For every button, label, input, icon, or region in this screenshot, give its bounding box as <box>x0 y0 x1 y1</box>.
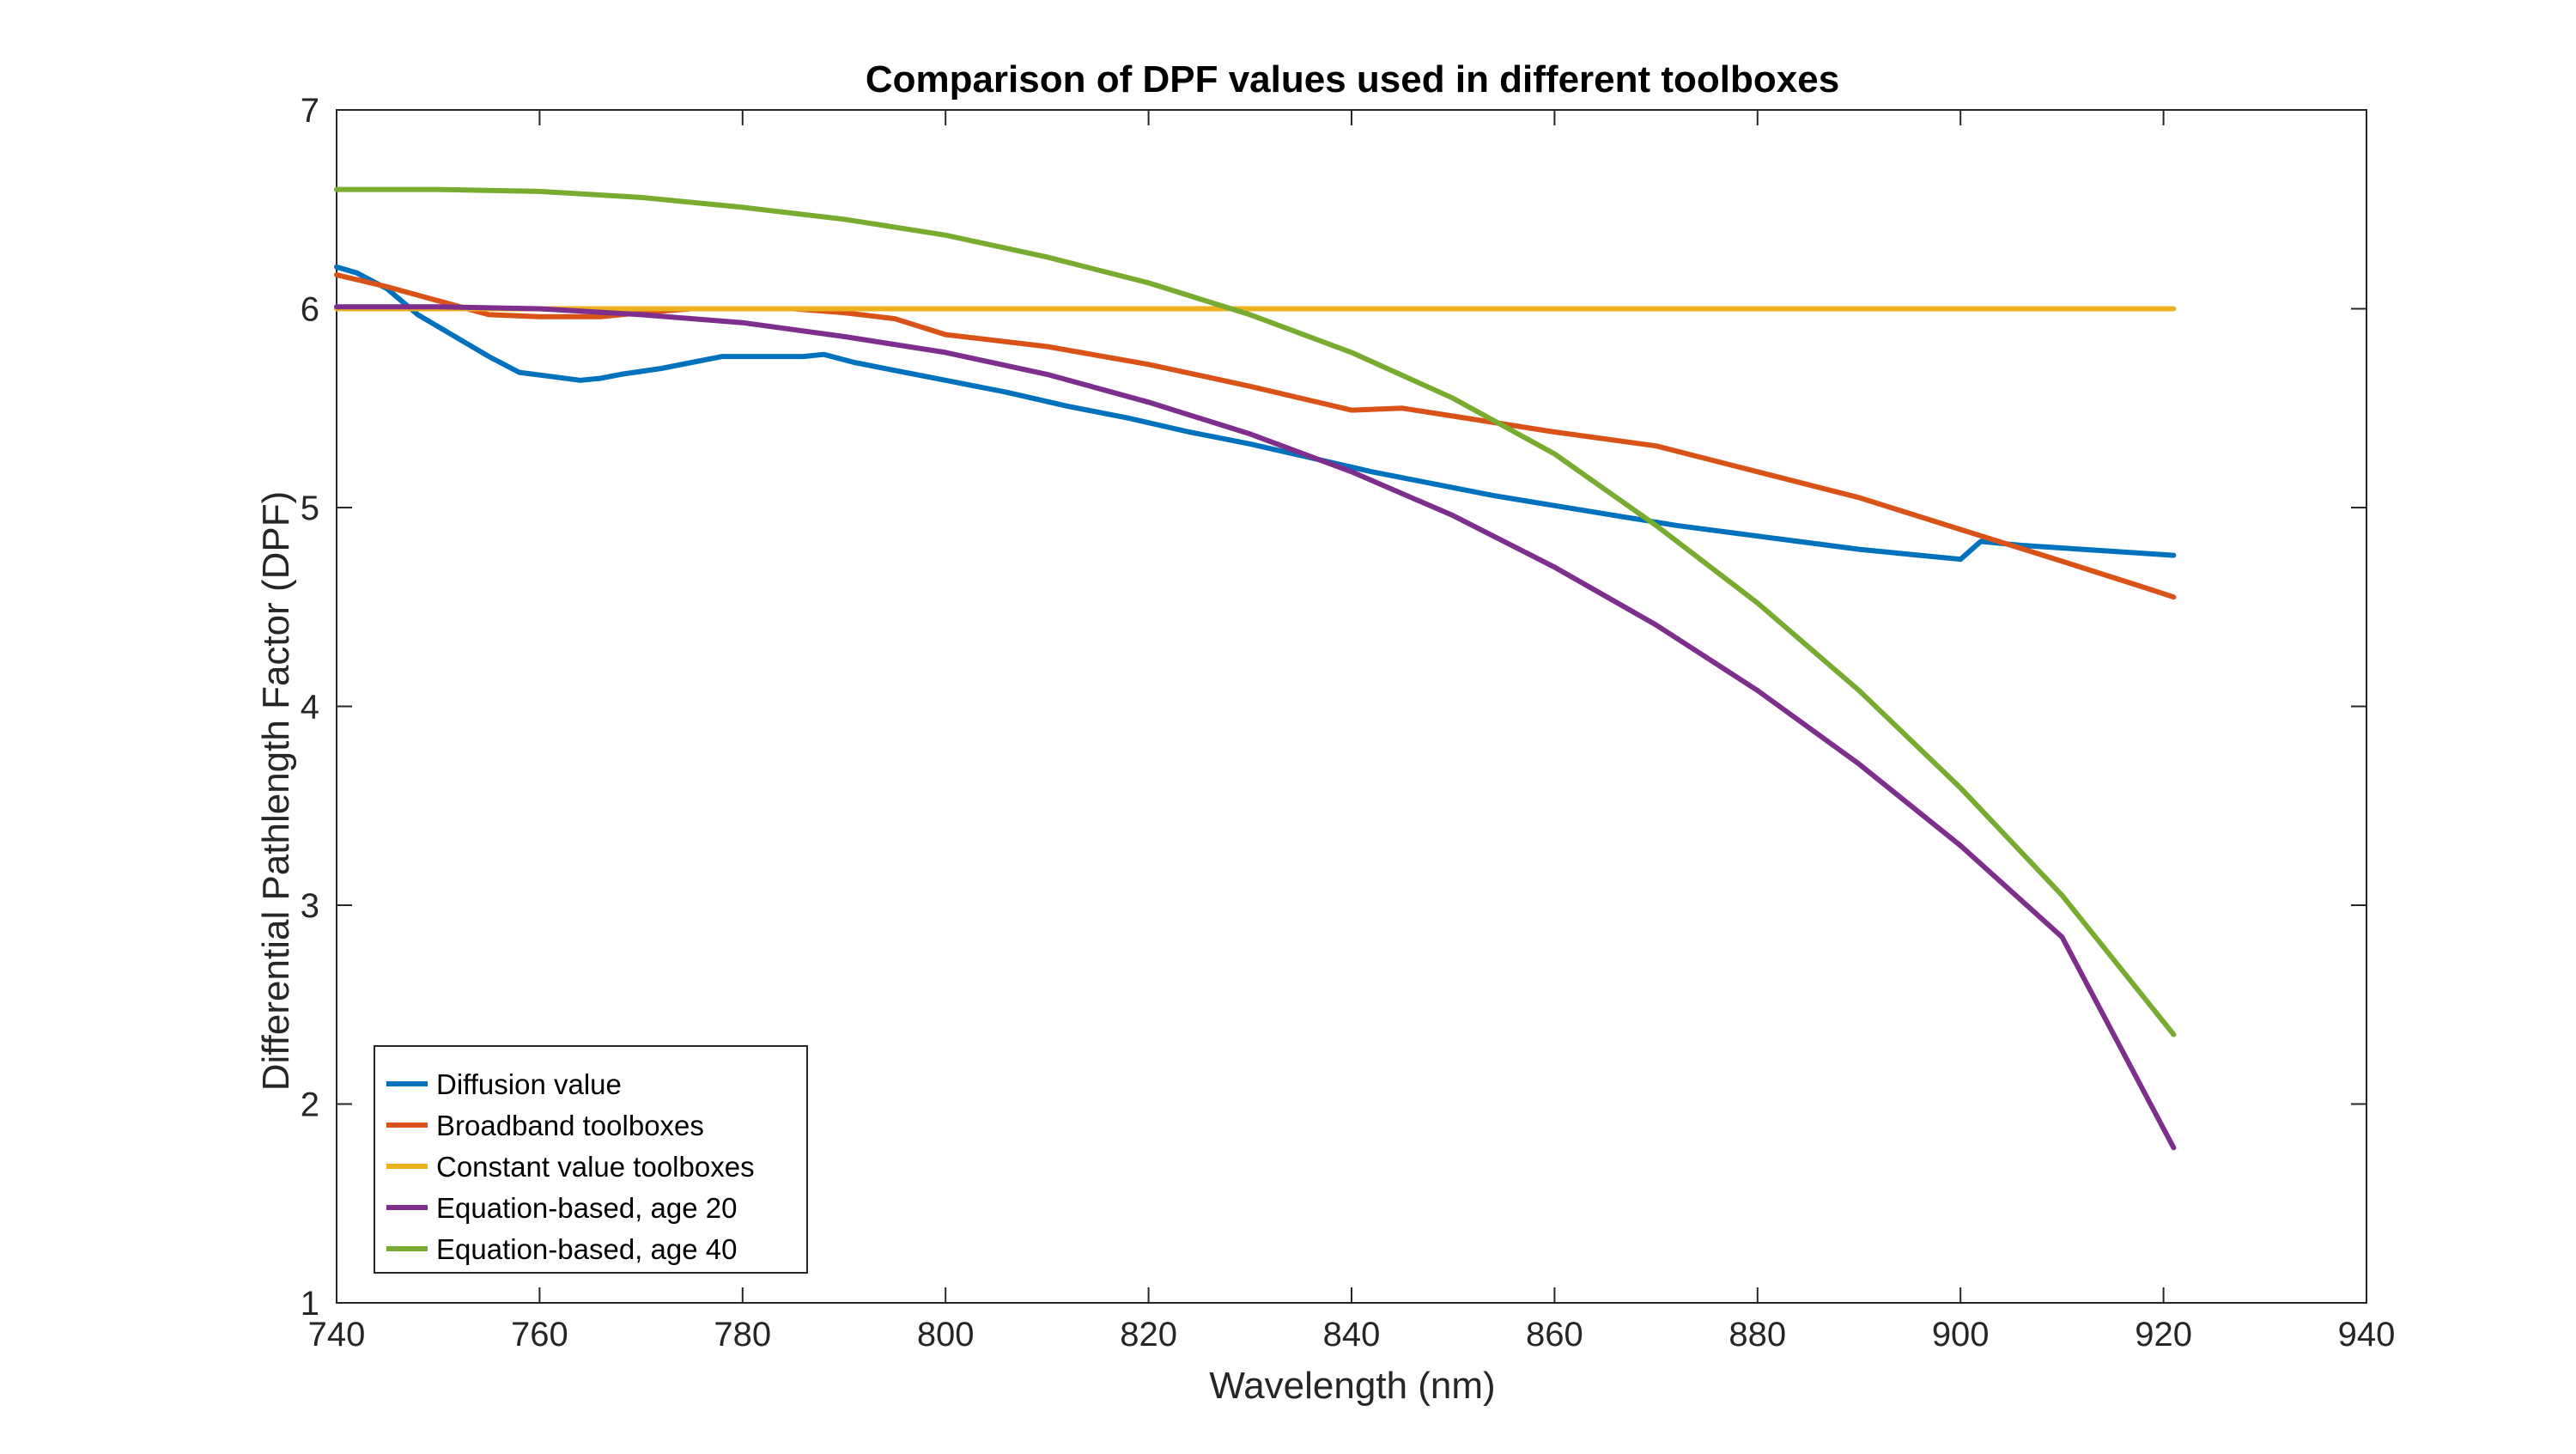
series-line-broadband-toolboxes <box>334 272 2177 600</box>
x-tick-label: 820 <box>1120 1316 1177 1354</box>
y-tick-label: 1 <box>301 1285 319 1323</box>
legend-label-diffusion-value: Diffusion value <box>436 1068 622 1100</box>
x-tick-label: 760 <box>511 1316 568 1354</box>
legend-label-equation-based-age-20: Equation-based, age 20 <box>436 1192 737 1224</box>
x-tick-label: 940 <box>2338 1316 2396 1354</box>
x-tick-label: 780 <box>714 1316 771 1354</box>
series-line-diffusion-value <box>334 264 2177 563</box>
series-line-equation-based-age-40 <box>334 186 2177 1037</box>
legend: Diffusion value Broadband toolboxes Consta… <box>374 1045 808 1274</box>
y-tick-label: 5 <box>301 490 319 527</box>
x-tick-label: 920 <box>2135 1316 2192 1354</box>
y-tick-label: 3 <box>301 887 319 925</box>
x-tick-label: 740 <box>308 1316 366 1354</box>
legend-label-equation-based-age-40: Equation-based, age 40 <box>436 1233 737 1265</box>
x-tick-label: 800 <box>917 1316 975 1354</box>
x-tick-label: 860 <box>1526 1316 1583 1354</box>
x-axis-label: Wavelength (nm) <box>1209 1365 1495 1407</box>
y-tick-label: 6 <box>301 291 319 329</box>
legend-label-broadband-toolboxes: Broadband toolboxes <box>436 1110 704 1141</box>
legend-box <box>374 1045 808 1274</box>
x-tick-label: 900 <box>1932 1316 1990 1354</box>
legend-label-constant-value-toolboxes: Constant value toolboxes <box>436 1151 755 1183</box>
y-tick-label: 2 <box>301 1086 319 1124</box>
chart-title: Comparison of DPF values used in differe… <box>866 58 1839 100</box>
series-line-equation-based-age-20 <box>334 304 2177 1151</box>
y-tick-label: 7 <box>301 92 319 130</box>
axis-ticks: 740 760 780 800 820 840 860 880 900 920 940 1 2 3 4 5 6 7 <box>301 92 2396 1354</box>
y-axis-label: Differential Pathlength Factor (DPF) <box>255 491 297 1092</box>
x-tick-label: 880 <box>1728 1316 1786 1354</box>
y-tick-label: 4 <box>301 689 319 727</box>
data-series <box>334 186 2177 1151</box>
x-tick-label: 840 <box>1323 1316 1381 1354</box>
